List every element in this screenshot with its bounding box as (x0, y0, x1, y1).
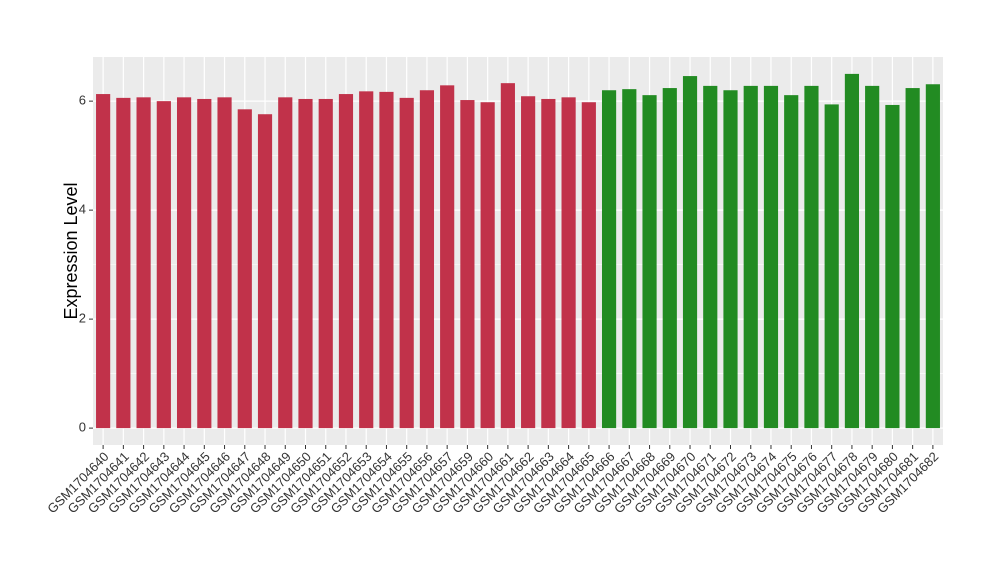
bar (197, 98, 212, 429)
y-tick-label: 6 (79, 93, 86, 108)
bar (865, 85, 880, 429)
bar (338, 94, 354, 429)
y-axis-label: Expression Level (61, 182, 81, 319)
y-tick-label: 2 (79, 311, 86, 326)
bar (743, 85, 758, 429)
bar (804, 85, 819, 429)
bar (480, 102, 495, 429)
y-tick-label: 0 (79, 420, 86, 435)
bar (257, 114, 273, 429)
bar (217, 97, 232, 429)
bar (176, 97, 192, 429)
bar (116, 97, 131, 429)
bar (824, 104, 839, 429)
bar (784, 95, 799, 429)
y-tick-label: 4 (79, 202, 86, 217)
bar (136, 97, 151, 429)
bar (318, 98, 333, 429)
bar (581, 102, 596, 429)
bar (703, 85, 718, 429)
bar (723, 90, 738, 429)
bar (359, 91, 374, 429)
bar (905, 88, 920, 429)
bar (561, 97, 576, 429)
bar (642, 95, 657, 429)
bar (237, 109, 252, 429)
bar (601, 90, 617, 429)
bar (885, 104, 900, 429)
bar (682, 76, 698, 429)
bar (521, 96, 536, 429)
bar (925, 84, 940, 429)
bar (379, 91, 394, 429)
panel (93, 57, 943, 445)
bar (763, 85, 779, 429)
bar (541, 98, 556, 429)
bar (662, 88, 677, 429)
bar (298, 98, 313, 429)
bar (399, 97, 414, 429)
bar (419, 90, 435, 429)
bar (156, 101, 171, 429)
bar (96, 94, 111, 429)
bar (622, 89, 637, 429)
bar (278, 97, 293, 429)
bar (500, 83, 515, 429)
bar (844, 73, 860, 429)
bar (440, 85, 455, 429)
bar (460, 100, 475, 429)
